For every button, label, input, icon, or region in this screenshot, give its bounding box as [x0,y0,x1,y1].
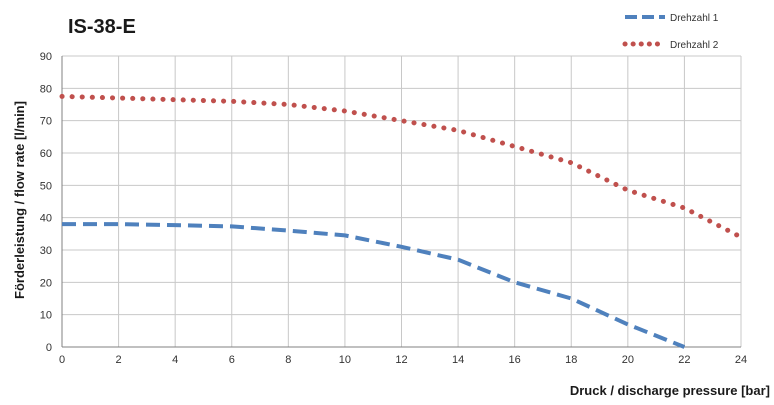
y-tick-label: 50 [40,180,52,192]
legend: Drehzahl 1 Drehzahl 2 [622,13,719,51]
x-tick-label: 24 [735,354,747,366]
y-tick-label: 0 [46,342,52,354]
series-line-2 [59,93,744,240]
x-tick-label: 2 [116,354,122,366]
legend-label-1: Drehzahl 1 [670,13,719,24]
x-tick-label: 10 [339,354,351,366]
y-tick-label: 80 [40,83,52,95]
legend-label-2: Drehzahl 2 [670,40,719,51]
y-tick-label: 10 [40,310,52,322]
x-tick-label: 20 [622,354,634,366]
series [59,93,744,349]
x-tick-label: 0 [59,354,65,366]
y-axis-title: Förderleistung / flow rate [l/min] [12,101,27,299]
y-tick-label: 40 [40,213,52,225]
axes [61,56,741,348]
x-tick-label: 16 [509,354,521,366]
series-line-1 [62,222,686,349]
y-tick-label: 70 [40,116,52,128]
x-tick-label: 22 [678,354,690,366]
x-tick-label: 18 [565,354,577,366]
x-tick-label: 6 [229,354,235,366]
y-tick-label: 20 [40,277,52,289]
y-tick-label: 90 [40,51,52,63]
x-axis-title: Druck / discharge pressure [bar] [570,383,770,398]
y-tick-label: 60 [40,148,52,160]
x-tick-label: 8 [285,354,291,366]
x-tick-label: 12 [395,354,407,366]
x-tick-label: 14 [452,354,464,366]
chart-title: IS-38-E [68,16,136,38]
x-tick-label: 4 [172,354,178,366]
y-tick-label: 30 [40,245,52,257]
